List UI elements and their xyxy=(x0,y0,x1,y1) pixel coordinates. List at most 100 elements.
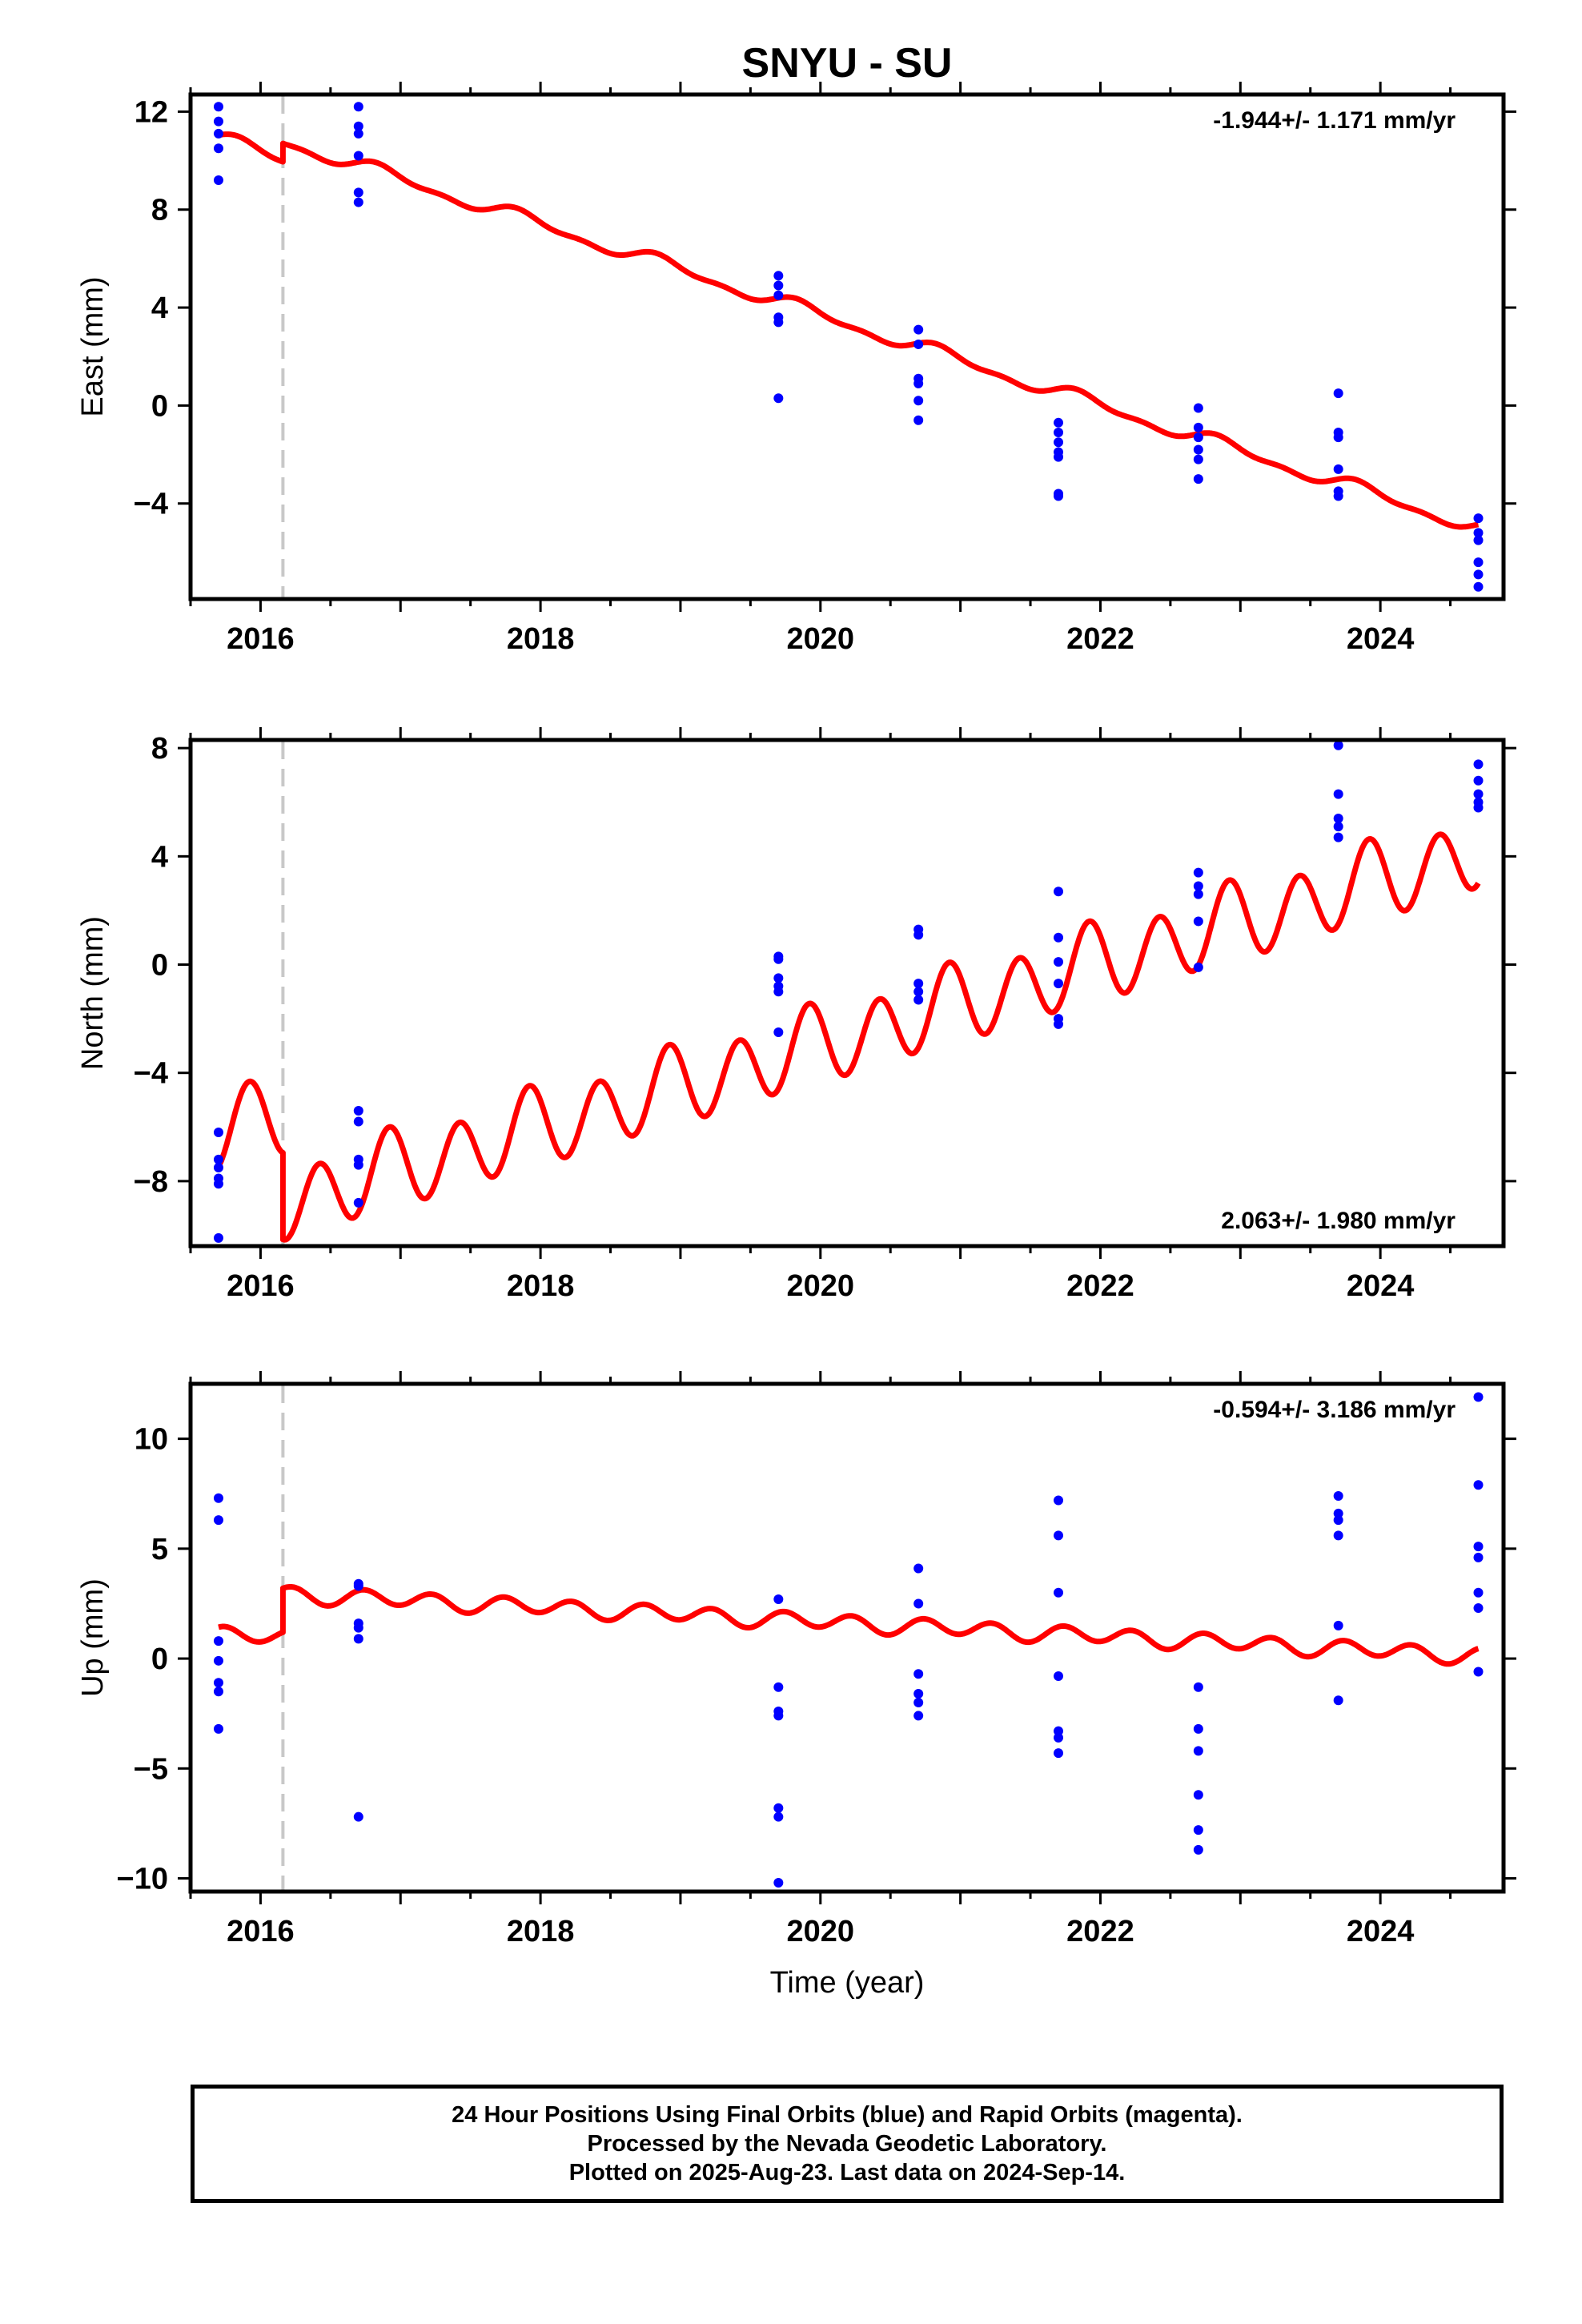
north-data-point xyxy=(913,995,924,1005)
east-data-point xyxy=(1193,403,1203,413)
up-data-point xyxy=(1054,1530,1064,1541)
up-data-point xyxy=(353,1634,363,1644)
up-x-tick-label: 2022 xyxy=(1066,1915,1134,1948)
up-data-point xyxy=(773,1594,784,1604)
north-data-point xyxy=(1333,814,1343,824)
up-data-point xyxy=(1193,1682,1203,1692)
figure-title: SNYU - SU xyxy=(742,40,953,86)
north-data-point xyxy=(773,1027,784,1038)
east-data-point xyxy=(353,128,363,139)
east-y-tick-label: −4 xyxy=(134,488,168,521)
panels: −4 0 4 8 12 2016 2018 2020 2022 2024 East (mm) -1.9… xyxy=(76,82,1516,1948)
east-y-tick-label: 4 xyxy=(151,292,168,325)
north-data-point xyxy=(913,987,924,997)
footer-line-1: 24 Hour Positions Using Final Orbits (bl… xyxy=(452,2102,1243,2128)
up-data-point xyxy=(353,1622,363,1633)
up-y-tick-label: 10 xyxy=(135,1423,168,1457)
up-data-point xyxy=(913,1563,924,1574)
east-data-point xyxy=(1473,528,1484,538)
north-data-point xyxy=(1054,1019,1064,1029)
up-data-point xyxy=(773,1878,784,1888)
footer-note: 24 Hour Positions Using Final Orbits (bl… xyxy=(191,2085,1504,2203)
east-data-point xyxy=(1054,452,1064,462)
east-x-tick-label: 2018 xyxy=(507,622,575,656)
up-data-point xyxy=(353,1811,363,1822)
east-data-point xyxy=(213,128,223,139)
up-data-point xyxy=(1193,1746,1203,1756)
up-x-tick-label: 2018 xyxy=(507,1915,575,1948)
north-data-point xyxy=(913,979,924,989)
up-data-point xyxy=(1473,1667,1484,1677)
north-y-tick-label: −4 xyxy=(134,1057,168,1091)
up-data-point xyxy=(1193,1790,1203,1800)
north-model-line xyxy=(215,831,1481,1243)
east-data-point xyxy=(1473,569,1484,580)
north-y-tick-label: 8 xyxy=(151,732,168,766)
east-data-point xyxy=(353,121,363,131)
x-axis-label: Time (year) xyxy=(770,1966,925,2000)
east-data-point xyxy=(1054,437,1064,448)
up-y-tick-label: 0 xyxy=(151,1642,168,1676)
up-data-point xyxy=(913,1697,924,1707)
north-data-point xyxy=(1473,802,1484,813)
north-data-point xyxy=(1193,962,1203,972)
up-data-point xyxy=(773,1803,784,1813)
north-x-tick-label: 2016 xyxy=(227,1269,295,1303)
east-rate-annotation: -1.944+/- 1.171 mm/yr xyxy=(1213,107,1456,134)
up-data-point xyxy=(1473,1602,1484,1613)
up-x-tick-label: 2016 xyxy=(227,1915,295,1948)
east-data-point xyxy=(213,143,223,154)
up-y-tick-label: −5 xyxy=(134,1752,168,1786)
north-data-point xyxy=(213,1232,223,1243)
up-y-axis-label: Up (mm) xyxy=(76,1578,110,1697)
east-data-point xyxy=(773,317,784,328)
north-data-point xyxy=(353,1197,363,1208)
east-y-tick-label: 8 xyxy=(151,194,168,227)
north-y-tick-label: 4 xyxy=(151,840,168,874)
north-data-point xyxy=(1054,887,1064,897)
up-x-tick-label: 2024 xyxy=(1347,1915,1415,1948)
north-data-point xyxy=(1193,889,1203,899)
north-data-point xyxy=(213,1154,223,1164)
east-data-point xyxy=(773,271,784,281)
north-data-point xyxy=(1193,916,1203,927)
north-y-axis-label: North (mm) xyxy=(76,916,110,1070)
east-data-point xyxy=(1473,557,1484,568)
north-data-point xyxy=(353,1106,363,1116)
north-data-point xyxy=(913,930,924,940)
up-data-point xyxy=(213,1515,223,1526)
up-data-point xyxy=(213,1723,223,1734)
up-data-point xyxy=(913,1711,924,1721)
east-model-line xyxy=(217,131,1480,530)
east-data-point xyxy=(913,324,924,335)
north-data-point xyxy=(1473,789,1484,799)
up-data-point xyxy=(1333,1620,1343,1630)
east-data-point xyxy=(353,102,363,112)
north-data-point xyxy=(1193,881,1203,891)
footer-line-3: Plotted on 2025-Aug-23. Last data on 202… xyxy=(568,2160,1126,2185)
north-rate-annotation: 2.063+/- 1.980 mm/yr xyxy=(1221,1208,1456,1234)
up-data-point xyxy=(1473,1587,1484,1598)
east-data-point xyxy=(913,378,924,388)
east-data-point xyxy=(773,290,784,300)
up-data-point xyxy=(1054,1726,1064,1736)
east-data-point xyxy=(213,102,223,112)
north-data-point xyxy=(1473,759,1484,770)
east-y-axis-label: East (mm) xyxy=(76,276,110,416)
up-data-point xyxy=(1193,1825,1203,1835)
north-y-tick-label: −8 xyxy=(134,1165,168,1199)
up-rate-annotation: -0.594+/- 3.186 mm/yr xyxy=(1213,1397,1456,1423)
up-data-point xyxy=(1054,1587,1064,1598)
up-data-point xyxy=(913,1688,924,1699)
up-data-point xyxy=(1193,1723,1203,1734)
up-data-point xyxy=(1054,1495,1064,1506)
up-data-point xyxy=(353,1581,363,1591)
east-x-tick-label: 2016 xyxy=(227,622,295,656)
north-data-point xyxy=(1333,789,1343,799)
up-plot-frame xyxy=(188,1381,1506,1894)
up-y-tick-label: −10 xyxy=(117,1863,168,1896)
east-data-point xyxy=(913,396,924,406)
east-data-point xyxy=(1473,513,1484,524)
up-data-point xyxy=(1333,1530,1343,1541)
north-data-point xyxy=(773,973,784,983)
